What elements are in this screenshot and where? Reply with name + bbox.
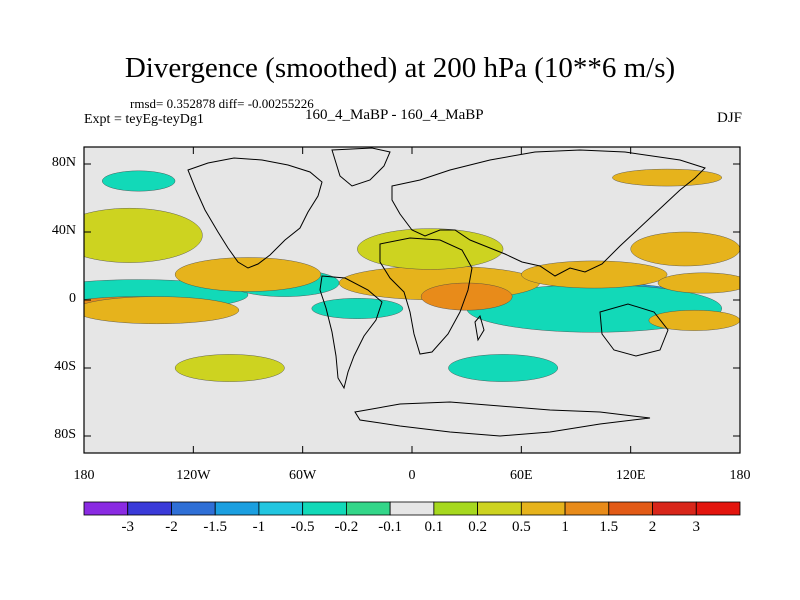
colorbar-level-label: -3 bbox=[121, 519, 134, 535]
colorbar-level-label: -0.1 bbox=[378, 519, 402, 535]
field-region-12 bbox=[420, 282, 513, 311]
field-region-16 bbox=[657, 272, 740, 294]
colorbar-level-label: 0.1 bbox=[424, 519, 444, 535]
colorbar-swatch bbox=[608, 501, 653, 516]
colorbar-level-label: -2 bbox=[165, 519, 178, 535]
colorbar-swatch bbox=[127, 501, 172, 516]
contour-fields bbox=[84, 168, 740, 382]
x-tick-label: 120E bbox=[615, 468, 646, 483]
colorbar-swatch bbox=[477, 501, 522, 516]
chart-title: Divergence (smoothed) at 200 hPa (10**6 … bbox=[124, 52, 676, 84]
colorbar-swatch bbox=[302, 501, 347, 516]
colorbar-level-label: -1.5 bbox=[203, 519, 228, 535]
x-tick-label: 0 bbox=[408, 468, 416, 483]
experiment-label: Expt = teyEg-teyDg1 bbox=[84, 112, 204, 127]
field-region-13 bbox=[357, 228, 504, 270]
colorbar-level-label: 3 bbox=[692, 519, 701, 535]
colorbar-swatch bbox=[433, 501, 479, 516]
colorbar-swatch bbox=[389, 501, 435, 516]
field-region-7 bbox=[84, 208, 203, 263]
colorbar-swatch bbox=[83, 501, 129, 516]
y-tick-label: 40N bbox=[51, 223, 76, 238]
field-region-22 bbox=[612, 168, 722, 187]
season-label: DJF bbox=[716, 110, 742, 126]
colorbar-swatch bbox=[564, 501, 610, 516]
axis-ticks bbox=[83, 147, 741, 453]
case-subtitle: 160_4_MaBP - 160_4_MaBP bbox=[305, 107, 484, 123]
field-region-10 bbox=[174, 257, 322, 292]
y-tick-label: 40S bbox=[54, 359, 76, 374]
colorbar-level-label: 0.2 bbox=[468, 519, 487, 535]
colorbar-swatch bbox=[652, 501, 697, 516]
rmsd-diff-stats: rmsd= 0.352878 diff= -0.00255226 bbox=[130, 96, 314, 111]
colorbar-swatch bbox=[520, 501, 566, 516]
field-region-17 bbox=[648, 310, 740, 331]
field-region-19 bbox=[174, 354, 285, 382]
x-tick-label: 120W bbox=[176, 468, 211, 483]
colorbar-level-label: 2 bbox=[648, 519, 657, 535]
field-region-21 bbox=[102, 170, 176, 192]
colorbar-level-label: 1 bbox=[561, 519, 569, 535]
colorbar-level-label: -0.2 bbox=[334, 519, 359, 535]
field-region-18 bbox=[311, 298, 404, 319]
y-tick-label: 80S bbox=[54, 427, 76, 442]
field-region-15 bbox=[630, 231, 740, 267]
colorbar-swatch bbox=[695, 501, 741, 516]
colorbar bbox=[83, 501, 741, 516]
colorbar-swatch bbox=[214, 501, 260, 516]
field-region-14 bbox=[521, 260, 668, 289]
colorbar-swatch bbox=[258, 501, 304, 516]
colorbar-swatch bbox=[171, 501, 216, 516]
x-tick-label: 60W bbox=[289, 468, 317, 483]
y-tick-label: 80N bbox=[51, 155, 76, 170]
colorbar-level-label: -1 bbox=[252, 519, 266, 535]
field-region-9 bbox=[84, 296, 240, 324]
x-tick-label: 60E bbox=[510, 468, 533, 483]
colorbar-level-label: 1.5 bbox=[599, 519, 619, 535]
y-tick-label: 0 bbox=[69, 291, 76, 306]
colorbar-swatch bbox=[345, 501, 391, 516]
colorbar-level-label: -0.5 bbox=[290, 519, 315, 535]
field-region-20 bbox=[448, 354, 558, 382]
coastlines bbox=[187, 147, 706, 437]
colorbar-level-label: 0.5 bbox=[511, 519, 531, 535]
x-tick-label: 180 bbox=[729, 468, 751, 483]
x-tick-label: 180 bbox=[73, 468, 95, 483]
